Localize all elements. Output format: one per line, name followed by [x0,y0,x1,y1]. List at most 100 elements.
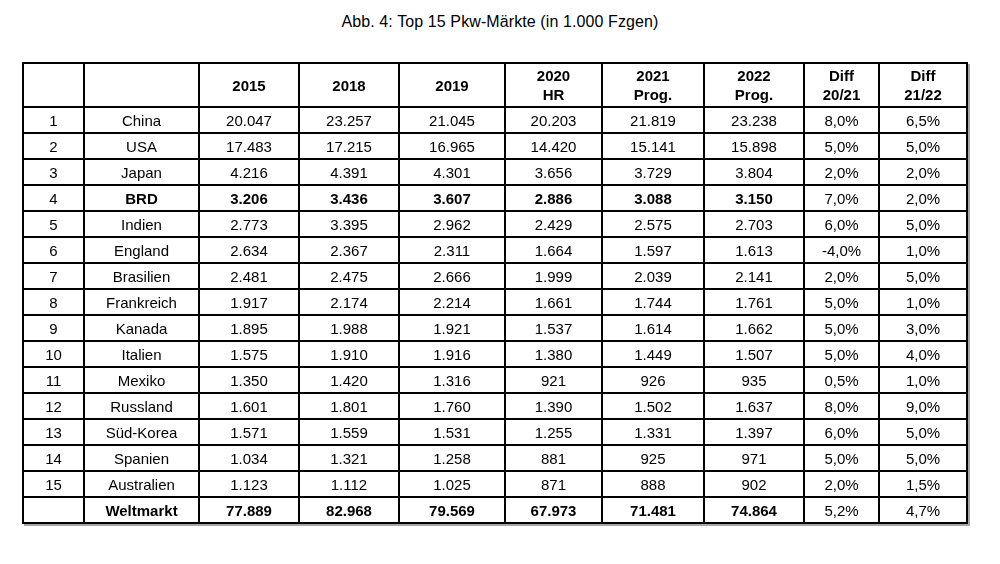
value-cell: 2.141 [704,263,804,289]
column-header-line1: Diff [805,66,878,86]
diff-value-cell: 2,0% [804,159,879,185]
value-cell: 17.215 [299,133,399,159]
value-cell: 2.481 [199,263,299,289]
value-cell: 2.666 [399,263,505,289]
diff-value-cell: 5,0% [879,263,967,289]
table-row: 11Mexiko1.3501.4201.3169219269350,5%1,0% [23,367,967,393]
value-cell: 15.898 [704,133,804,159]
rank-cell: 11 [23,367,84,393]
diff-value-cell: 6,0% [804,211,879,237]
diff-value-cell: 5,0% [879,133,967,159]
country-cell: Japan [84,159,199,185]
column-header-line2: HR [506,85,601,105]
header-row: 2015201820192020HR2021Prog.2022Prog.Diff… [23,63,967,107]
value-cell: 1.380 [505,341,602,367]
value-cell: 1.559 [299,419,399,445]
rank-cell: 4 [23,185,84,211]
value-cell: 1.571 [199,419,299,445]
value-cell: 921 [505,367,602,393]
rank-cell: 8 [23,289,84,315]
total-value-cell: 79.569 [399,497,505,523]
value-cell: 1.761 [704,289,804,315]
column-header-cell: 2015 [199,63,299,107]
diff-value-cell: 6,0% [804,419,879,445]
diff-value-cell: 2,0% [879,159,967,185]
total-row: Weltmarkt77.88982.96879.56967.97371.4817… [23,497,967,523]
value-cell: 1.258 [399,445,505,471]
table-row: 2USA17.48317.21516.96514.42015.14115.898… [23,133,967,159]
value-cell: 14.420 [505,133,602,159]
rank-cell: 13 [23,419,84,445]
value-cell: 1.575 [199,341,299,367]
value-cell: 2.311 [399,237,505,263]
value-cell: 1.397 [704,419,804,445]
value-cell: 1.895 [199,315,299,341]
value-cell: 1.350 [199,367,299,393]
diff-value-cell: 5,0% [879,211,967,237]
diff-value-cell: 0,5% [804,367,879,393]
column-header-line1: 2020 [506,66,601,86]
rank-cell: 9 [23,315,84,341]
diff-value-cell: 1,5% [879,471,967,497]
value-cell: 1.744 [602,289,704,315]
value-cell: 3.436 [299,185,399,211]
rank-cell: 12 [23,393,84,419]
rank-header-ghost-cell [23,63,84,107]
value-cell: 1.637 [704,393,804,419]
column-header-cell: 2019 [399,63,505,107]
diff-value-cell: 5,0% [804,341,879,367]
value-cell: 1.507 [704,341,804,367]
value-cell: 1.390 [505,393,602,419]
value-cell: 1.502 [602,393,704,419]
country-cell: Brasilien [84,263,199,289]
table-row: 12Russland1.6011.8011.7601.3901.5021.637… [23,393,967,419]
value-cell: 1.420 [299,367,399,393]
value-cell: 1.449 [602,341,704,367]
column-header-line2: 21/22 [880,85,966,105]
rank-cell: 1 [23,107,84,133]
table-row: 6England2.6342.3672.3111.6641.5971.613-4… [23,237,967,263]
rank-cell: 5 [23,211,84,237]
value-cell: 3.150 [704,185,804,211]
column-header-cell: 2021Prog. [602,63,704,107]
value-cell: 16.965 [399,133,505,159]
table-row: 7Brasilien2.4812.4752.6661.9992.0392.141… [23,263,967,289]
country-header-cell [84,63,199,107]
value-cell: 21.045 [399,107,505,133]
total-diff-cell: 5,2% [804,497,879,523]
diff-value-cell: 2,0% [804,471,879,497]
value-cell: 1.531 [399,419,505,445]
column-header-line2: 20/21 [805,85,878,105]
country-cell: Russland [84,393,199,419]
value-cell: 3.088 [602,185,704,211]
value-cell: 4.391 [299,159,399,185]
value-cell: 2.962 [399,211,505,237]
country-cell: China [84,107,199,133]
value-cell: 4.301 [399,159,505,185]
column-header-cell: 2018 [299,63,399,107]
value-cell: 2.575 [602,211,704,237]
table-row: 10Italien1.5751.9101.9161.3801.4491.5075… [23,341,967,367]
diff-value-cell: 5,0% [804,445,879,471]
table-row: 9Kanada1.8951.9881.9211.5371.6141.6625,0… [23,315,967,341]
value-cell: 1.988 [299,315,399,341]
markets-table: 2015201820192020HR2021Prog.2022Prog.Diff… [22,62,968,524]
value-cell: 1.255 [505,419,602,445]
total-value-cell: 77.889 [199,497,299,523]
column-header-line1: Diff [880,66,966,86]
value-cell: 1.597 [602,237,704,263]
value-cell: 1.921 [399,315,505,341]
column-header-line1: 2021 [603,66,703,86]
value-cell: 2.475 [299,263,399,289]
value-cell: 1.025 [399,471,505,497]
country-cell: USA [84,133,199,159]
value-cell: 17.483 [199,133,299,159]
diff-value-cell: 4,0% [879,341,967,367]
value-cell: 971 [704,445,804,471]
value-cell: 1.112 [299,471,399,497]
column-header-line1: 2022 [705,66,803,86]
country-cell: Italien [84,341,199,367]
diff-value-cell: 7,0% [804,185,879,211]
diff-value-cell: 1,0% [879,289,967,315]
table-row: 4BRD3.2063.4363.6072.8863.0883.1507,0%2,… [23,185,967,211]
